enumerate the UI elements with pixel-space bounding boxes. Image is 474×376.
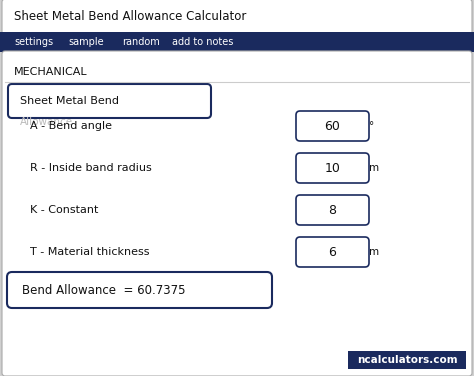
FancyBboxPatch shape bbox=[296, 237, 369, 267]
Bar bbox=[348, 351, 466, 369]
Text: R - Inside band radius: R - Inside band radius bbox=[30, 163, 152, 173]
Text: m: m bbox=[369, 247, 379, 257]
Text: Sheet Metal Bend: Sheet Metal Bend bbox=[20, 96, 119, 106]
FancyBboxPatch shape bbox=[8, 84, 211, 118]
FancyBboxPatch shape bbox=[296, 153, 369, 183]
Text: MECHANICAL: MECHANICAL bbox=[14, 67, 88, 77]
Text: sample: sample bbox=[68, 37, 104, 47]
Text: Sheet Metal Bend Allowance Calculator: Sheet Metal Bend Allowance Calculator bbox=[14, 11, 246, 23]
Text: T - Material thickness: T - Material thickness bbox=[30, 247, 149, 257]
FancyBboxPatch shape bbox=[2, 0, 472, 35]
Bar bbox=[0, 32, 474, 52]
Text: 6: 6 bbox=[328, 246, 337, 259]
FancyBboxPatch shape bbox=[296, 111, 369, 141]
FancyBboxPatch shape bbox=[7, 272, 272, 308]
Text: random: random bbox=[122, 37, 160, 47]
FancyBboxPatch shape bbox=[2, 51, 472, 376]
Text: 10: 10 bbox=[325, 162, 340, 174]
Text: °: ° bbox=[369, 121, 374, 131]
Text: 8: 8 bbox=[328, 203, 337, 217]
Text: add to notes: add to notes bbox=[172, 37, 233, 47]
Text: m: m bbox=[369, 163, 379, 173]
Text: K - Constant: K - Constant bbox=[30, 205, 99, 215]
FancyBboxPatch shape bbox=[296, 195, 369, 225]
Text: Bend Allowance  = 60.7375: Bend Allowance = 60.7375 bbox=[22, 284, 185, 297]
Text: 60: 60 bbox=[325, 120, 340, 132]
Text: A - Bend angle: A - Bend angle bbox=[30, 121, 112, 131]
Text: ncalculators.com: ncalculators.com bbox=[357, 355, 457, 365]
Text: settings: settings bbox=[14, 37, 53, 47]
Text: Allowance: Allowance bbox=[20, 117, 73, 127]
